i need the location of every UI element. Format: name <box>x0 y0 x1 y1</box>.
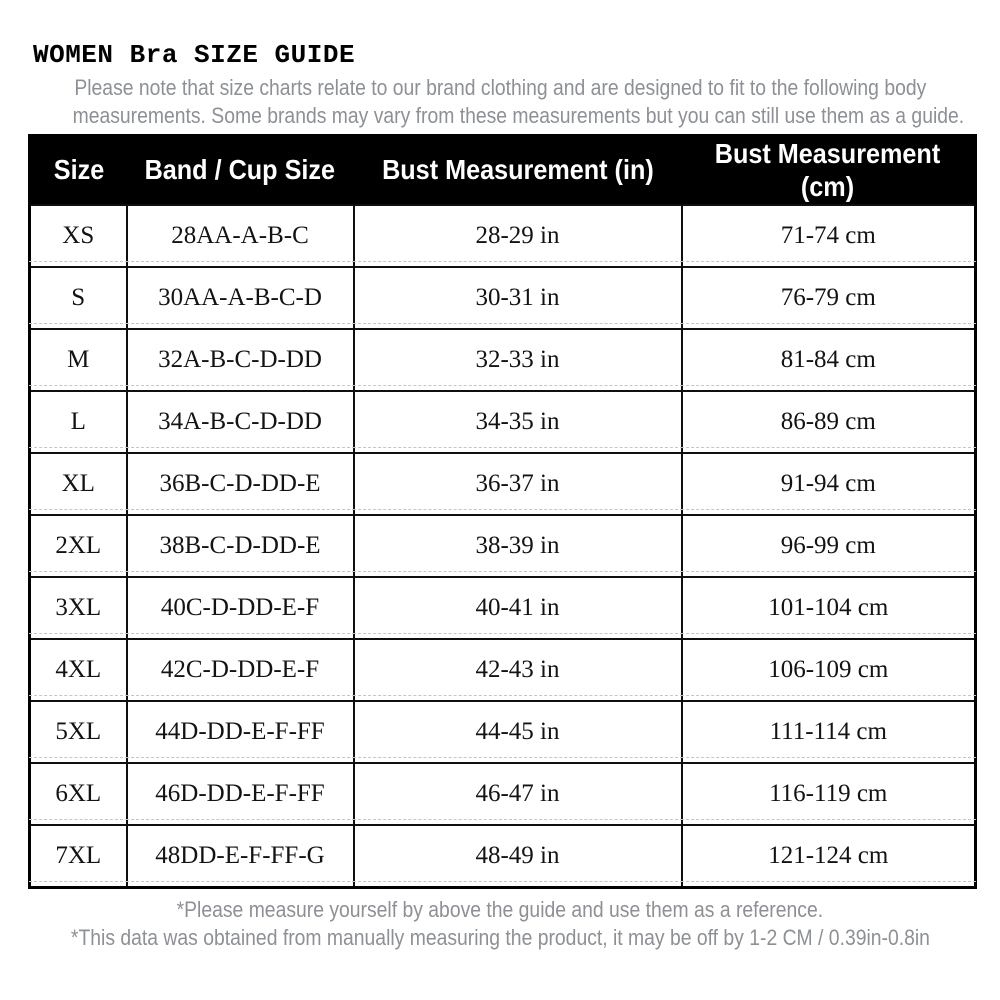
cell-bust-in: 36-37 in <box>352 452 684 516</box>
cell-bust-in: 40-41 in <box>352 576 684 640</box>
col-header-bust-cm: Bust Measurement (cm) <box>681 135 976 205</box>
cell-size: 5XL <box>28 700 128 764</box>
cell-band-cup-size: 48DD-E-F-FF-G <box>125 824 356 889</box>
footnote-1: *Please measure yourself by above the gu… <box>176 897 824 922</box>
cell-bust-cm: 116-119 cm <box>680 762 977 826</box>
table-row: L 34A-B-C-D-DD 34-35 in 86-89 cm <box>28 390 977 454</box>
table-row: 3XL 40C-D-DD-E-F 40-41 in 101-104 cm <box>28 576 977 640</box>
col-header-size-label: Size <box>53 154 104 186</box>
subtitle-line-1: Please note that size charts relate to o… <box>74 75 926 100</box>
col-header-bust-in-label: Bust Measurement (in) <box>381 154 654 186</box>
cell-bust-cm: 86-89 cm <box>680 390 977 454</box>
cell-size: 7XL <box>28 824 128 889</box>
cell-band-cup-size: 28AA-A-B-C <box>125 204 356 268</box>
cell-size: XS <box>28 204 128 268</box>
col-header-band-cup: Band / Cup Size <box>126 135 354 205</box>
cell-band-cup-size: 46D-DD-E-F-FF <box>125 762 356 826</box>
table-row: XS 28AA-A-B-C 28-29 in 71-74 cm <box>28 204 977 268</box>
table-header: Size Band / Cup Size Bust Measurement (i… <box>29 135 976 205</box>
cell-bust-in: 30-31 in <box>352 266 684 330</box>
cell-size: XL <box>28 452 128 516</box>
page-title: WOMEN Bra SIZE GUIDE <box>33 40 356 70</box>
cell-bust-cm: 101-104 cm <box>680 576 977 640</box>
cell-bust-cm: 71-74 cm <box>680 204 977 268</box>
table-row: 7XL 48DD-E-F-FF-G 48-49 in 121-124 cm <box>28 824 977 889</box>
table-row: S 30AA-A-B-C-D 30-31 in 76-79 cm <box>28 266 977 330</box>
cell-bust-cm: 91-94 cm <box>680 452 977 516</box>
subtitle: Please note that size charts relate to o… <box>0 74 1000 130</box>
cell-band-cup-size: 36B-C-D-DD-E <box>125 452 356 516</box>
table-row: 2XL 38B-C-D-DD-E 38-39 in 96-99 cm <box>28 514 977 578</box>
cell-bust-in: 48-49 in <box>352 824 684 889</box>
cell-size: 3XL <box>28 576 128 640</box>
cell-size: 2XL <box>28 514 128 578</box>
cell-bust-in: 32-33 in <box>352 328 684 392</box>
table-row: 4XL 42C-D-DD-E-F 42-43 in 106-109 cm <box>28 638 977 702</box>
col-header-bust-cm-label: Bust Measurement (cm) <box>715 138 941 202</box>
cell-size: L <box>28 390 128 454</box>
col-header-size: Size <box>29 135 127 205</box>
cell-bust-cm: 111-114 cm <box>680 700 977 764</box>
cell-size: S <box>28 266 128 330</box>
cell-bust-in: 34-35 in <box>352 390 684 454</box>
cell-bust-in: 38-39 in <box>352 514 684 578</box>
table-row: 6XL 46D-DD-E-F-FF 46-47 in 116-119 cm <box>28 762 977 826</box>
table-body: XS 28AA-A-B-C 28-29 in 71-74 cm S 30AA-A-B-C-… <box>28 204 977 889</box>
col-header-band-cup-label: Band / Cup Size <box>144 154 336 186</box>
table-row: M 32A-B-C-D-DD 32-33 in 81-84 cm <box>28 328 977 392</box>
table-row: 5XL 44D-DD-E-F-FF 44-45 in 111-114 cm <box>28 700 977 764</box>
cell-band-cup-size: 38B-C-D-DD-E <box>125 514 356 578</box>
cell-bust-in: 46-47 in <box>352 762 684 826</box>
cell-bust-cm: 96-99 cm <box>680 514 977 578</box>
size-table: Size Band / Cup Size Bust Measurement (i… <box>28 134 977 889</box>
cell-band-cup-size: 40C-D-DD-E-F <box>125 576 356 640</box>
cell-size: M <box>28 328 128 392</box>
subtitle-line-2: measurements. Some brands may vary from … <box>72 103 965 128</box>
cell-bust-in: 44-45 in <box>352 700 684 764</box>
cell-size: 6XL <box>28 762 128 826</box>
cell-size: 4XL <box>28 638 128 702</box>
cell-bust-cm: 121-124 cm <box>680 824 977 889</box>
cell-band-cup-size: 30AA-A-B-C-D <box>125 266 356 330</box>
col-header-bust-in: Bust Measurement (in) <box>353 135 682 205</box>
cell-band-cup-size: 32A-B-C-D-DD <box>125 328 356 392</box>
cell-band-cup-size: 44D-DD-E-F-FF <box>125 700 356 764</box>
cell-band-cup-size: 34A-B-C-D-DD <box>125 390 356 454</box>
cell-bust-in: 42-43 in <box>352 638 684 702</box>
cell-bust-cm: 76-79 cm <box>680 266 977 330</box>
cell-bust-cm: 81-84 cm <box>680 328 977 392</box>
cell-bust-cm: 106-109 cm <box>680 638 977 702</box>
header-row: Size Band / Cup Size Bust Measurement (i… <box>29 135 976 205</box>
footnote-2: *This data was obtained from manually me… <box>70 925 930 950</box>
footnotes: *Please measure yourself by above the gu… <box>0 896 1000 952</box>
cell-band-cup-size: 42C-D-DD-E-F <box>125 638 356 702</box>
cell-bust-in: 28-29 in <box>352 204 684 268</box>
table-row: XL 36B-C-D-DD-E 36-37 in 91-94 cm <box>28 452 977 516</box>
